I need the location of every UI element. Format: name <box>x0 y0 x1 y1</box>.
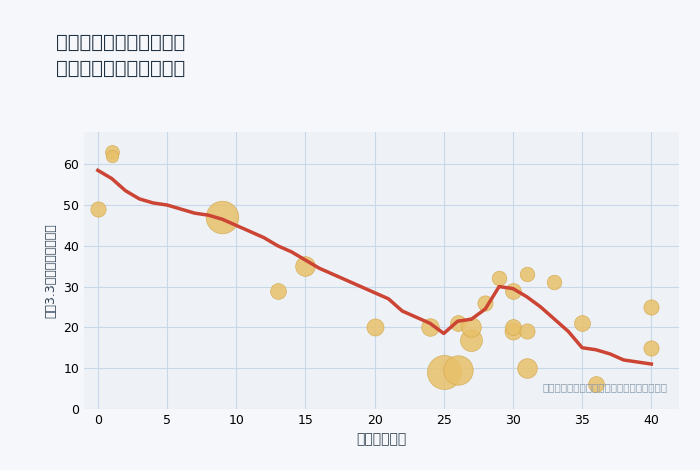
Point <box>300 262 311 270</box>
Point <box>106 148 118 156</box>
Point <box>590 381 601 388</box>
Point <box>369 323 380 331</box>
Point <box>577 320 588 327</box>
Point <box>466 336 477 343</box>
Point <box>645 303 657 311</box>
Point <box>480 299 491 306</box>
Point <box>522 364 533 372</box>
Point <box>549 279 560 286</box>
Point <box>424 323 435 331</box>
Point <box>92 205 104 213</box>
X-axis label: 築年数（年）: 築年数（年） <box>356 432 407 446</box>
Text: 円の大きさは、取引のあった物件面積を示す: 円の大きさは、取引のあった物件面積を示す <box>542 382 667 392</box>
Point <box>508 323 519 331</box>
Point <box>438 368 449 376</box>
Point <box>522 328 533 335</box>
Point <box>272 287 284 294</box>
Point <box>106 152 118 160</box>
Point <box>508 328 519 335</box>
Point <box>645 344 657 352</box>
Text: 岐阜県可児市清水ヶ丘の
築年数別中古戸建て価格: 岐阜県可児市清水ヶ丘の 築年数別中古戸建て価格 <box>56 33 186 78</box>
Point <box>217 213 228 221</box>
Point <box>466 323 477 331</box>
Point <box>452 320 463 327</box>
Y-axis label: 坪（3.3㎡）単価（万円）: 坪（3.3㎡）単価（万円） <box>45 223 57 318</box>
Point <box>508 287 519 294</box>
Point <box>452 367 463 374</box>
Point <box>522 271 533 278</box>
Point <box>494 274 505 282</box>
